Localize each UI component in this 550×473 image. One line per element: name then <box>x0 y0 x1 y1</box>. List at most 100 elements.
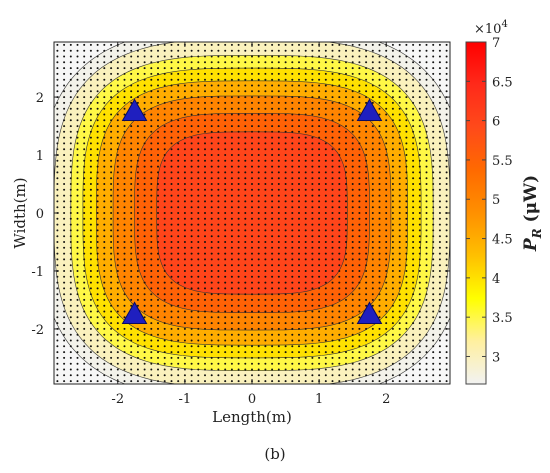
sample-point <box>56 55 59 58</box>
sample-point <box>96 159 99 162</box>
sample-point <box>365 339 368 342</box>
sample-point <box>157 61 159 64</box>
sample-point <box>324 368 327 371</box>
sample-point <box>291 241 294 243</box>
sample-point <box>438 345 441 348</box>
sample-point <box>143 136 146 139</box>
sample-point <box>157 368 159 371</box>
sample-point <box>197 217 200 220</box>
sample-point <box>136 281 139 284</box>
sample-point <box>345 293 347 296</box>
sample-point <box>358 107 361 110</box>
sample-point <box>311 322 314 325</box>
sample-point <box>110 171 113 174</box>
sample-point <box>277 258 280 261</box>
sample-point <box>391 229 394 232</box>
sample-point <box>284 78 287 81</box>
sample-point <box>130 345 133 348</box>
sample-point <box>170 281 173 284</box>
sample-point <box>324 159 327 162</box>
sample-point <box>210 270 213 272</box>
sample-point <box>136 154 139 156</box>
sample-point <box>257 351 260 354</box>
sample-point <box>304 165 307 168</box>
sample-point <box>391 298 394 301</box>
sample-point <box>311 345 314 348</box>
sample-point <box>298 345 300 348</box>
sample-point <box>331 142 334 145</box>
sample-point <box>291 217 294 220</box>
sample-point <box>257 333 260 336</box>
sample-point <box>83 212 86 214</box>
sample-point <box>445 316 448 319</box>
sample-point <box>298 229 300 232</box>
sample-point <box>378 217 381 220</box>
sample-point <box>318 287 321 290</box>
sample-point <box>432 200 435 203</box>
sample-point <box>331 258 334 261</box>
sample-point <box>116 246 119 249</box>
sample-point <box>237 113 240 116</box>
sample-point <box>365 362 368 365</box>
sample-point <box>110 96 113 99</box>
sample-point <box>110 67 113 70</box>
sample-point <box>83 229 86 232</box>
sample-point <box>264 78 267 81</box>
sample-point <box>291 101 294 104</box>
sample-point <box>304 206 307 209</box>
sample-point <box>425 298 428 301</box>
transmitter-marker <box>356 301 383 324</box>
sample-point <box>83 310 86 313</box>
sample-point <box>318 188 321 191</box>
sample-point <box>331 84 334 87</box>
sample-point <box>405 327 408 330</box>
sample-point <box>96 275 99 278</box>
sample-point <box>230 374 233 377</box>
sample-point <box>224 90 227 93</box>
colorbar-tick-label: 6 <box>492 115 500 130</box>
sample-point <box>150 113 153 116</box>
sample-point <box>284 380 287 383</box>
sample-point <box>83 183 86 185</box>
sample-point <box>311 78 314 81</box>
sample-point <box>284 113 287 116</box>
sample-point <box>425 171 428 174</box>
sample-point <box>418 55 421 58</box>
sample-point <box>89 206 92 209</box>
sample-point <box>277 177 280 180</box>
sample-point <box>63 380 66 383</box>
sample-point <box>204 310 206 313</box>
sample-point <box>351 206 354 209</box>
sample-point <box>405 223 408 226</box>
sample-point <box>143 351 146 354</box>
sample-point <box>56 125 59 128</box>
sample-point <box>150 96 153 99</box>
sample-point <box>284 246 287 249</box>
sample-point <box>324 125 327 128</box>
sample-point <box>291 281 294 284</box>
sample-point <box>136 380 139 383</box>
sample-point <box>324 130 327 133</box>
sample-point <box>277 362 280 365</box>
sample-point <box>405 200 408 203</box>
sample-point <box>89 356 92 359</box>
sample-point <box>311 339 314 342</box>
sample-point <box>217 200 220 203</box>
sample-point <box>277 49 280 52</box>
sample-point <box>69 356 72 359</box>
sample-point <box>163 275 166 278</box>
sample-point <box>230 188 233 191</box>
sample-point <box>277 333 280 336</box>
sample-point <box>96 345 99 348</box>
sample-point <box>63 252 66 255</box>
sample-point <box>264 212 267 214</box>
sample-point <box>63 368 66 371</box>
sample-point <box>257 293 260 296</box>
sample-point <box>210 84 213 87</box>
sample-point <box>445 49 448 52</box>
sample-point <box>244 130 247 133</box>
sample-point <box>224 241 227 243</box>
sample-point <box>96 351 99 354</box>
sample-point <box>110 130 113 133</box>
sample-point <box>271 125 274 128</box>
